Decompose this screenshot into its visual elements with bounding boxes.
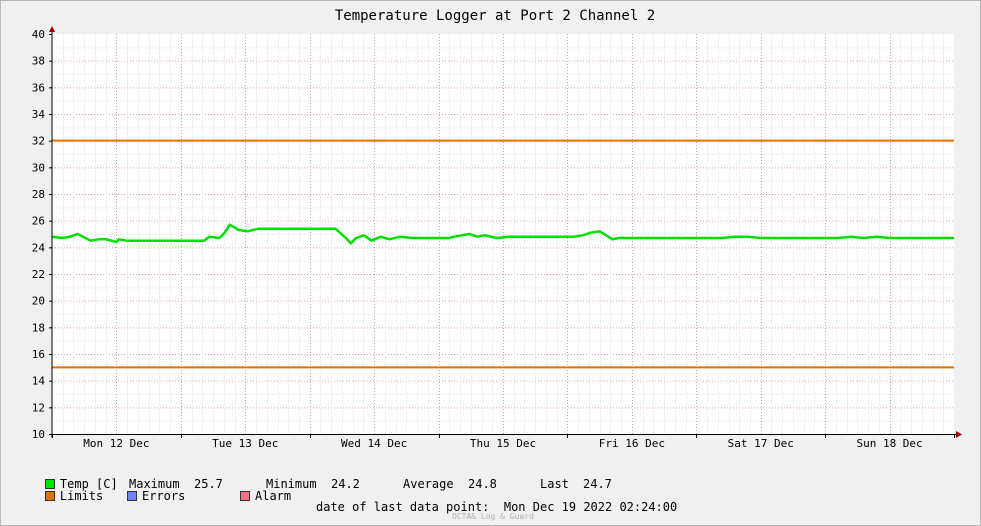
limits-legend-label: Limits xyxy=(59,489,104,503)
x-tick-labels: Mon 12 Dec Tue 13 Dec Wed 14 Dec Thu 15 Dec… xyxy=(52,434,955,450)
y-tick-label: 26 xyxy=(32,215,45,228)
average-value: 24.8 xyxy=(468,477,497,491)
maximum-value: 25.7 xyxy=(194,477,223,491)
y-tick-label: 36 xyxy=(32,81,45,94)
y-tick-label: 24 xyxy=(32,241,46,254)
temp-swatch xyxy=(44,479,55,489)
y-tick-label: 38 xyxy=(32,55,45,68)
date-label: date of last data point: xyxy=(316,500,490,514)
chart-title: Temperature Logger at Port 2 Channel 2 xyxy=(335,8,655,24)
watermark: OCTA& Log & Guard xyxy=(452,512,534,521)
x-tick-label: Sun 18 Dec xyxy=(856,437,922,450)
x-tick-label: Sat 17 Dec xyxy=(728,437,794,450)
x-tick-label: Thu 15 Dec xyxy=(470,437,536,450)
x-tick-label: Tue 13 Dec xyxy=(212,437,278,450)
last-data-point: date of last data point: Mon Dec 19 2022… xyxy=(316,500,677,514)
last-label: Last xyxy=(540,477,569,491)
y-tick-label: 10 xyxy=(32,428,45,441)
legend-row-2: Limits Errors Alarm xyxy=(16,478,416,514)
y-tick-label: 16 xyxy=(32,348,45,361)
y-tick-label: 34 xyxy=(32,108,46,121)
x-tick-label: Wed 14 Dec xyxy=(341,437,407,450)
y-axis-arrow xyxy=(49,26,55,32)
y-tick-label: 40 xyxy=(32,28,45,41)
errors-legend-label: Errors xyxy=(142,489,186,503)
x-tick-label: Mon 12 Dec xyxy=(83,437,149,450)
y-tick-label: 30 xyxy=(32,161,45,174)
legend-row-1: Temp [C] Maximum 25.7 Minimum 24.2 Average 24.… xyxy=(16,466,612,502)
grid xyxy=(52,34,954,434)
y-tick-label: 22 xyxy=(32,268,45,281)
minimum-value: 24.2 xyxy=(331,477,360,491)
average-label: Average xyxy=(403,477,454,491)
limits-swatch xyxy=(44,491,55,501)
y-tick-label: 12 xyxy=(32,401,45,414)
y-tick-label: 20 xyxy=(32,295,45,308)
temperature-chart: 10 12 14 16 18 20 22 24 26 28 30 32 34 36 38 40 Mon 12 … xyxy=(32,8,962,450)
maximum-label: Maximum xyxy=(129,477,180,491)
alarm-swatch xyxy=(240,491,250,501)
series-group xyxy=(51,223,954,245)
y-tick-label: 28 xyxy=(32,188,45,201)
minimum-label: Minimum xyxy=(266,477,317,491)
axes xyxy=(49,26,962,438)
errors-swatch xyxy=(127,491,137,501)
x-tick-label: Fri 16 Dec xyxy=(599,437,665,450)
y-tick-labels: 10 12 14 16 18 20 22 24 26 28 30 32 34 36 38 40 xyxy=(32,28,52,441)
limit-lines xyxy=(52,139,954,369)
alarm-legend-label: Alarm xyxy=(255,489,292,503)
y-tick-label: 18 xyxy=(32,321,45,334)
x-axis-arrow xyxy=(956,431,962,438)
date-value: Mon Dec 19 2022 02:24:00 xyxy=(503,500,678,514)
y-tick-label: 32 xyxy=(32,135,45,148)
temp-series-line xyxy=(51,223,954,245)
temp-legend-label: Temp [C] xyxy=(59,477,118,491)
y-tick-label: 14 xyxy=(32,375,46,388)
last-value: 24.7 xyxy=(583,477,612,491)
